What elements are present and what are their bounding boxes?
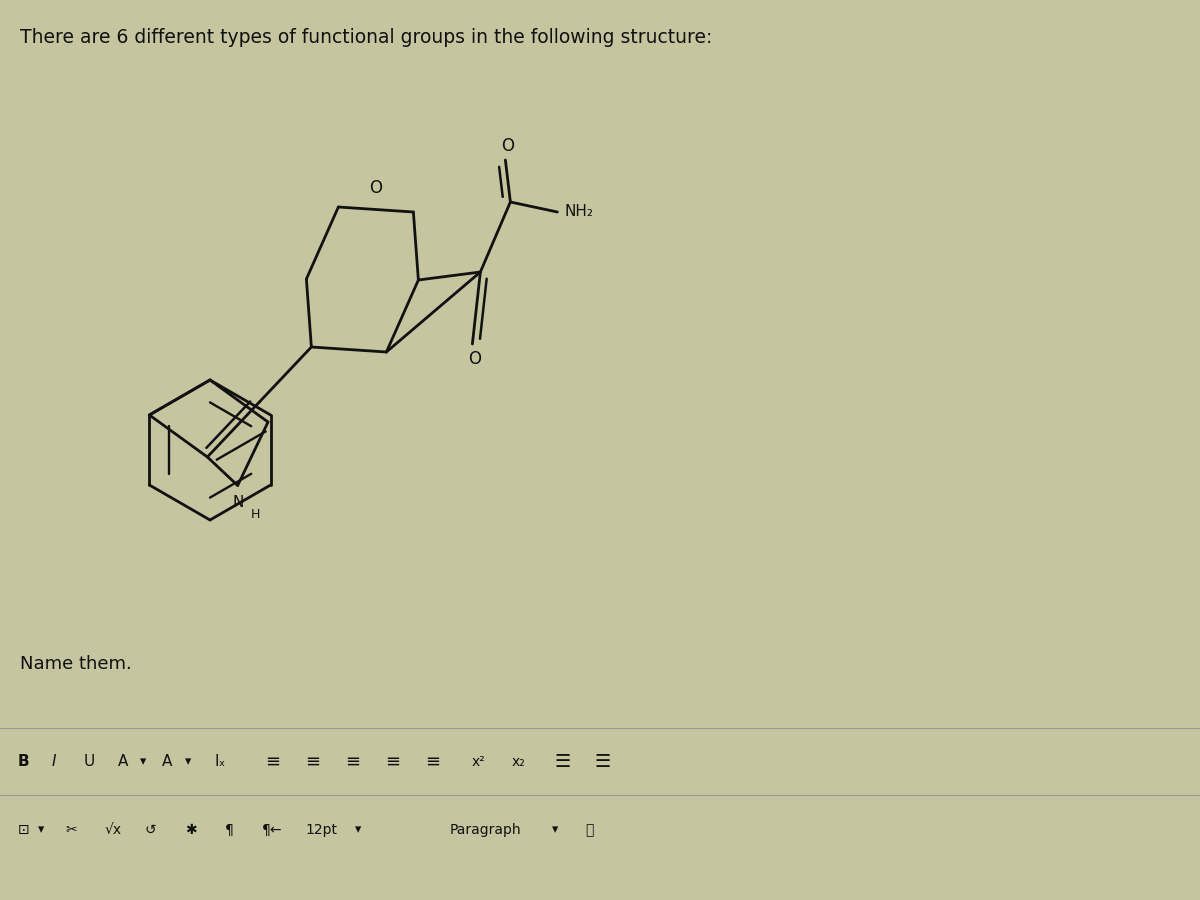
Text: ≡: ≡ (385, 753, 400, 771)
Text: ¶: ¶ (226, 823, 234, 837)
Text: N: N (232, 496, 244, 510)
Text: √x: √x (106, 823, 122, 837)
Text: ✱: ✱ (185, 823, 197, 837)
Text: ☰: ☰ (554, 753, 571, 771)
Text: Iₓ: Iₓ (215, 754, 227, 770)
Text: ✂: ✂ (65, 823, 77, 837)
Text: A: A (162, 754, 173, 770)
Text: ≡: ≡ (346, 753, 360, 771)
Text: ⊡: ⊡ (18, 823, 30, 837)
Text: There are 6 different types of functional groups in the following structure:: There are 6 different types of functiona… (20, 28, 713, 47)
Text: ¶←: ¶← (262, 823, 282, 837)
Text: O: O (370, 178, 383, 196)
Text: U: U (84, 754, 95, 770)
Text: ≡: ≡ (305, 753, 320, 771)
Text: A: A (118, 754, 128, 770)
Text: NH₂: NH₂ (564, 204, 593, 220)
Text: ↺: ↺ (145, 823, 157, 837)
Text: B: B (18, 754, 30, 770)
Text: x₂: x₂ (512, 755, 526, 769)
Text: ▾: ▾ (355, 824, 361, 836)
Text: Paragraph: Paragraph (450, 823, 522, 837)
Text: 12pt: 12pt (305, 823, 337, 837)
Text: Name them.: Name them. (20, 655, 132, 673)
Text: O: O (468, 350, 481, 368)
Text: ▾: ▾ (552, 824, 558, 836)
Text: O: O (500, 137, 514, 155)
Text: ≡: ≡ (265, 753, 280, 771)
Text: x²: x² (472, 755, 486, 769)
Text: ☰: ☰ (595, 753, 611, 771)
Text: ▾: ▾ (185, 755, 191, 769)
Text: ▾: ▾ (38, 824, 44, 836)
Text: ⓧ: ⓧ (586, 823, 593, 837)
Text: ▾: ▾ (140, 755, 146, 769)
Text: ≡: ≡ (425, 753, 440, 771)
Text: H: H (251, 508, 260, 520)
Text: I: I (52, 754, 56, 770)
